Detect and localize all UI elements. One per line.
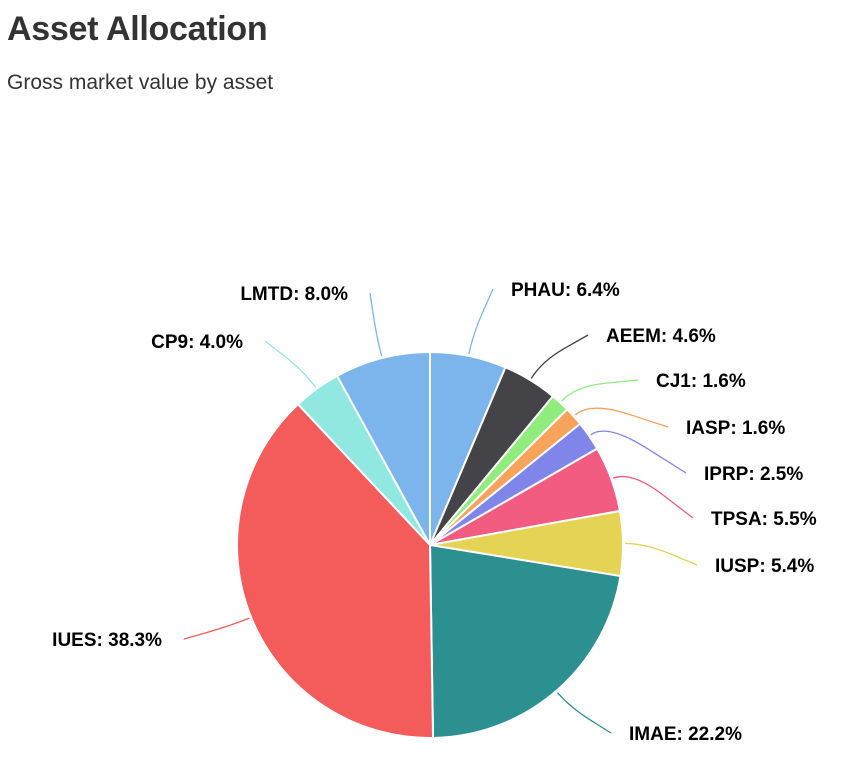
connector-cp9 — [264, 340, 317, 388]
chart-title: Asset Allocation — [7, 10, 268, 48]
label-connectors — [183, 288, 698, 734]
pie-slice-lmtd[interactable] — [336, 351, 431, 546]
connector-iasp — [574, 407, 669, 428]
pie-slice-imae[interactable] — [429, 544, 622, 739]
connector-tpsa — [612, 475, 694, 519]
data-label-cj1: CJ1: 1.6% — [656, 371, 746, 392]
connector-lmtd — [369, 292, 383, 357]
data-label-iasp: IASP: 1.6% — [686, 418, 785, 439]
data-labels: PHAU: 6.4% AEEM: 4.6% CJ1: 1.6% IASP: 1.6% I… — [52, 280, 817, 745]
data-label-iprp: IPRP: 2.5% — [704, 464, 803, 485]
data-label-cp9: CP9: 4.0% — [151, 332, 243, 353]
connector-cj1 — [561, 379, 639, 402]
data-label-iusp: IUSP: 5.4% — [715, 556, 814, 577]
pie-slice-iues[interactable] — [235, 403, 435, 739]
connector-phau — [468, 288, 494, 355]
data-label-phau: PHAU: 6.4% — [511, 280, 620, 301]
connector-aeem — [530, 334, 589, 379]
pie-slices — [235, 351, 624, 739]
data-label-iues: IUES: 38.3% — [52, 630, 162, 651]
connector-iprp — [590, 430, 687, 474]
data-label-tpsa: TPSA: 5.5% — [711, 509, 817, 530]
data-label-imae: IMAE: 22.2% — [629, 724, 742, 745]
chart-subtitle: Gross market value by asset — [7, 71, 274, 94]
data-label-aeem: AEEM: 4.6% — [606, 326, 716, 347]
connector-iues — [183, 617, 250, 640]
connector-iusp — [624, 542, 698, 566]
data-label-lmtd: LMTD: 8.0% — [240, 284, 348, 305]
connector-imae — [557, 692, 612, 734]
